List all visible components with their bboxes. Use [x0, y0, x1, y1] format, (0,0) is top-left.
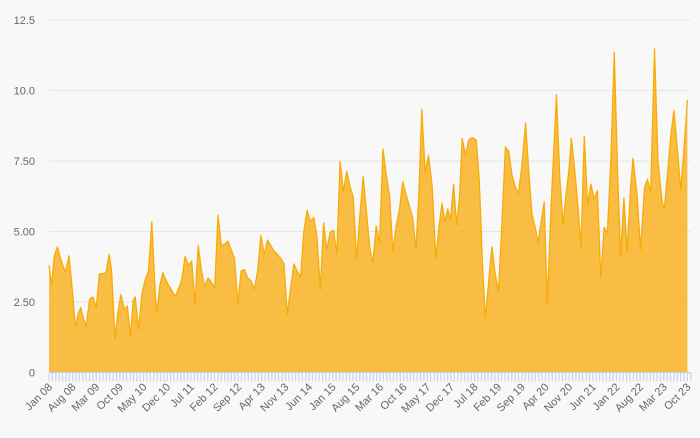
svg-text:12.5: 12.5	[14, 15, 35, 27]
svg-text:10.0: 10.0	[14, 86, 35, 98]
svg-text:7.50: 7.50	[14, 156, 35, 168]
svg-text:2.50: 2.50	[14, 297, 35, 309]
svg-text:0: 0	[29, 368, 35, 380]
svg-text:5.00: 5.00	[14, 227, 35, 239]
